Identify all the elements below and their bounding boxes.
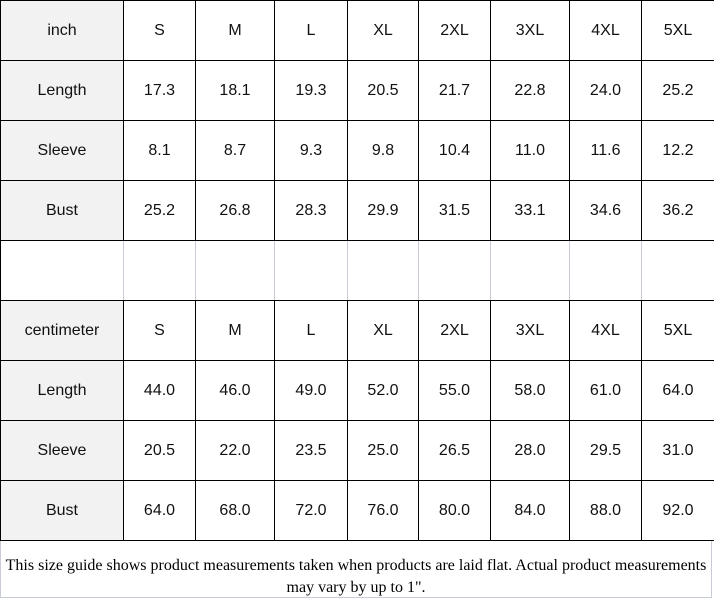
spacer-row xyxy=(1,241,714,301)
measurement-value: 52.0 xyxy=(348,361,419,421)
measurement-value: 84.0 xyxy=(491,481,570,541)
empty-cell xyxy=(491,241,570,301)
unit-label: inch xyxy=(1,1,124,61)
measurement-value: 46.0 xyxy=(196,361,275,421)
size-header: 5XL xyxy=(642,301,714,361)
measurement-value: 31.5 xyxy=(419,181,491,241)
size-header: 2XL xyxy=(419,301,491,361)
measurement-value: 72.0 xyxy=(275,481,348,541)
empty-cell xyxy=(570,241,642,301)
measurement-value: 25.2 xyxy=(642,61,714,121)
measurement-value: 88.0 xyxy=(570,481,642,541)
measurement-value: 19.3 xyxy=(275,61,348,121)
measurement-value: 64.0 xyxy=(642,361,714,421)
measurement-value: 25.2 xyxy=(124,181,196,241)
measurement-value: 28.3 xyxy=(275,181,348,241)
empty-cell xyxy=(419,241,491,301)
measurement-value: 18.1 xyxy=(196,61,275,121)
empty-cell xyxy=(1,241,124,301)
measurement-value: 25.0 xyxy=(348,421,419,481)
measurement-value: 61.0 xyxy=(570,361,642,421)
measurement-value: 34.6 xyxy=(570,181,642,241)
unit-label: centimeter xyxy=(1,301,124,361)
measurement-value: 17.3 xyxy=(124,61,196,121)
measurement-value: 24.0 xyxy=(570,61,642,121)
size-header: XL xyxy=(348,1,419,61)
measurement-value: 23.5 xyxy=(275,421,348,481)
measurement-value: 29.5 xyxy=(570,421,642,481)
measurement-value: 20.5 xyxy=(348,61,419,121)
empty-cell xyxy=(196,241,275,301)
measurement-value: 55.0 xyxy=(419,361,491,421)
measurement-value: 10.4 xyxy=(419,121,491,181)
size-header: 2XL xyxy=(419,1,491,61)
measurement-value: 28.0 xyxy=(491,421,570,481)
measurement-value: 31.0 xyxy=(642,421,714,481)
measurement-value: 36.2 xyxy=(642,181,714,241)
measurement-value: 21.7 xyxy=(419,61,491,121)
measurement-value: 68.0 xyxy=(196,481,275,541)
measurement-value: 11.6 xyxy=(570,121,642,181)
measurement-value: 33.1 xyxy=(491,181,570,241)
measurement-value: 9.3 xyxy=(275,121,348,181)
measurement-value: 20.5 xyxy=(124,421,196,481)
empty-cell xyxy=(642,241,714,301)
measurement-value: 26.5 xyxy=(419,421,491,481)
size-header: 3XL xyxy=(491,1,570,61)
measurement-value: 44.0 xyxy=(124,361,196,421)
measurement-value: 9.8 xyxy=(348,121,419,181)
size-header: S xyxy=(124,301,196,361)
measurement-value: 29.9 xyxy=(348,181,419,241)
measurement-label: Length xyxy=(1,61,124,121)
size-header: XL xyxy=(348,301,419,361)
measurement-value: 22.8 xyxy=(491,61,570,121)
size-header: S xyxy=(124,1,196,61)
measurement-value: 26.8 xyxy=(196,181,275,241)
measurement-value: 92.0 xyxy=(642,481,714,541)
size-header: 4XL xyxy=(570,1,642,61)
measurement-value: 76.0 xyxy=(348,481,419,541)
measurement-value: 22.0 xyxy=(196,421,275,481)
measurement-label: Bust xyxy=(1,481,124,541)
size-header: M xyxy=(196,1,275,61)
measurement-value: 12.2 xyxy=(642,121,714,181)
size-header: L xyxy=(275,1,348,61)
measurement-value: 49.0 xyxy=(275,361,348,421)
size-header: L xyxy=(275,301,348,361)
measurement-value: 64.0 xyxy=(124,481,196,541)
size-header: 4XL xyxy=(570,301,642,361)
size-guide-footnote: This size guide shows product measuremen… xyxy=(0,541,712,598)
size-header: 5XL xyxy=(642,1,714,61)
size-header: 3XL xyxy=(491,301,570,361)
empty-cell xyxy=(348,241,419,301)
measurement-label: Sleeve xyxy=(1,121,124,181)
measurement-label: Length xyxy=(1,361,124,421)
measurement-value: 8.7 xyxy=(196,121,275,181)
measurement-value: 11.0 xyxy=(491,121,570,181)
size-header: M xyxy=(196,301,275,361)
measurement-value: 8.1 xyxy=(124,121,196,181)
measurement-value: 80.0 xyxy=(419,481,491,541)
empty-cell xyxy=(124,241,196,301)
measurement-label: Bust xyxy=(1,181,124,241)
empty-cell xyxy=(275,241,348,301)
measurement-value: 58.0 xyxy=(491,361,570,421)
measurement-label: Sleeve xyxy=(1,421,124,481)
